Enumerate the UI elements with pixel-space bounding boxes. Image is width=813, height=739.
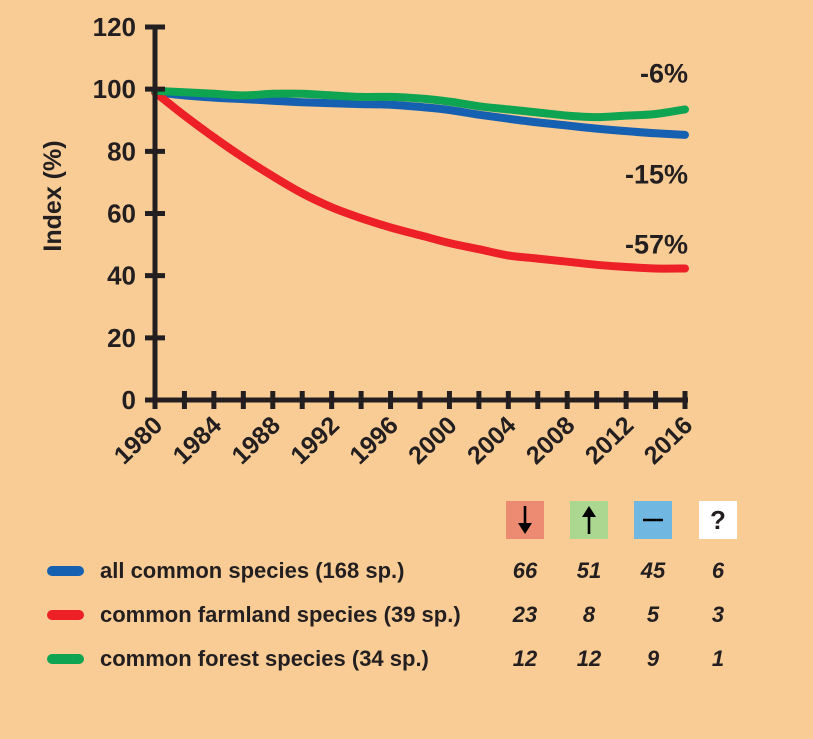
- y-tick-label: 60: [107, 199, 136, 229]
- legend-column-box-question-mark: ?: [699, 501, 737, 539]
- x-tick-label: 2008: [521, 411, 581, 470]
- x-tick-label: 2000: [403, 411, 462, 470]
- species-count: 6: [711, 558, 725, 583]
- species-count: 23: [512, 602, 538, 627]
- series-color-swatch: [47, 566, 84, 576]
- x-tick-label: 1992: [285, 411, 344, 470]
- x-tick-label: 1984: [168, 411, 228, 470]
- y-tick-label: 20: [107, 323, 136, 353]
- series-line: [151, 88, 689, 273]
- series-color-swatch: [47, 654, 84, 664]
- legend-column-box-arrow-up-icon: [570, 501, 608, 539]
- legend-row: common forest species (34 sp.) 12 12 9 1: [0, 640, 813, 678]
- arrow-up-icon: [582, 506, 596, 534]
- x-tick-label: 1988: [227, 411, 287, 470]
- y-tick-label: 80: [107, 136, 136, 166]
- x-tick-label: 1980: [109, 411, 168, 470]
- y-tick-label: 0: [122, 385, 136, 415]
- y-axis-title: Index (%): [39, 140, 67, 252]
- y-tick-label: 100: [93, 74, 136, 104]
- x-tick-label: 2012: [580, 411, 639, 470]
- series-label: common forest species (34 sp.): [100, 646, 429, 671]
- axes: [145, 24, 688, 409]
- species-count: 5: [646, 602, 660, 627]
- question-mark: ?: [710, 505, 726, 535]
- end-change-label: -57%: [625, 230, 688, 260]
- legend-column-box-arrow-down-icon: [506, 501, 544, 539]
- arrow-down-icon: [518, 506, 532, 534]
- x-tick-label: 2016: [639, 411, 698, 470]
- dash-icon: [643, 518, 663, 522]
- x-tick-label: 2004: [462, 411, 522, 470]
- legend-column-box-dash-icon: [634, 501, 672, 539]
- species-count: 12: [512, 646, 538, 671]
- x-tick-label: 1996: [344, 411, 403, 470]
- end-change-label: -15%: [625, 160, 688, 190]
- species-count: 1: [711, 646, 725, 671]
- y-tick-label: 120: [93, 12, 136, 42]
- species-count: 8: [582, 602, 596, 627]
- end-change-label: -6%: [640, 59, 688, 89]
- species-count: 51: [576, 558, 602, 583]
- species-count: 12: [576, 646, 602, 671]
- y-tick-label: 40: [107, 261, 136, 291]
- series-color-swatch: [47, 610, 84, 620]
- series-label: all common species (168 sp.): [100, 558, 405, 583]
- series-label: common farmland species (39 sp.): [100, 602, 461, 627]
- species-count: 9: [646, 646, 660, 671]
- species-count: 45: [640, 558, 666, 583]
- legend-row: common farmland species (39 sp.) 23 8 5 3: [0, 596, 813, 634]
- legend-row: all common species (168 sp.) 66 51 45 6: [0, 552, 813, 590]
- species-count: 3: [711, 602, 725, 627]
- species-count: 66: [512, 558, 538, 583]
- series-line: [151, 86, 689, 122]
